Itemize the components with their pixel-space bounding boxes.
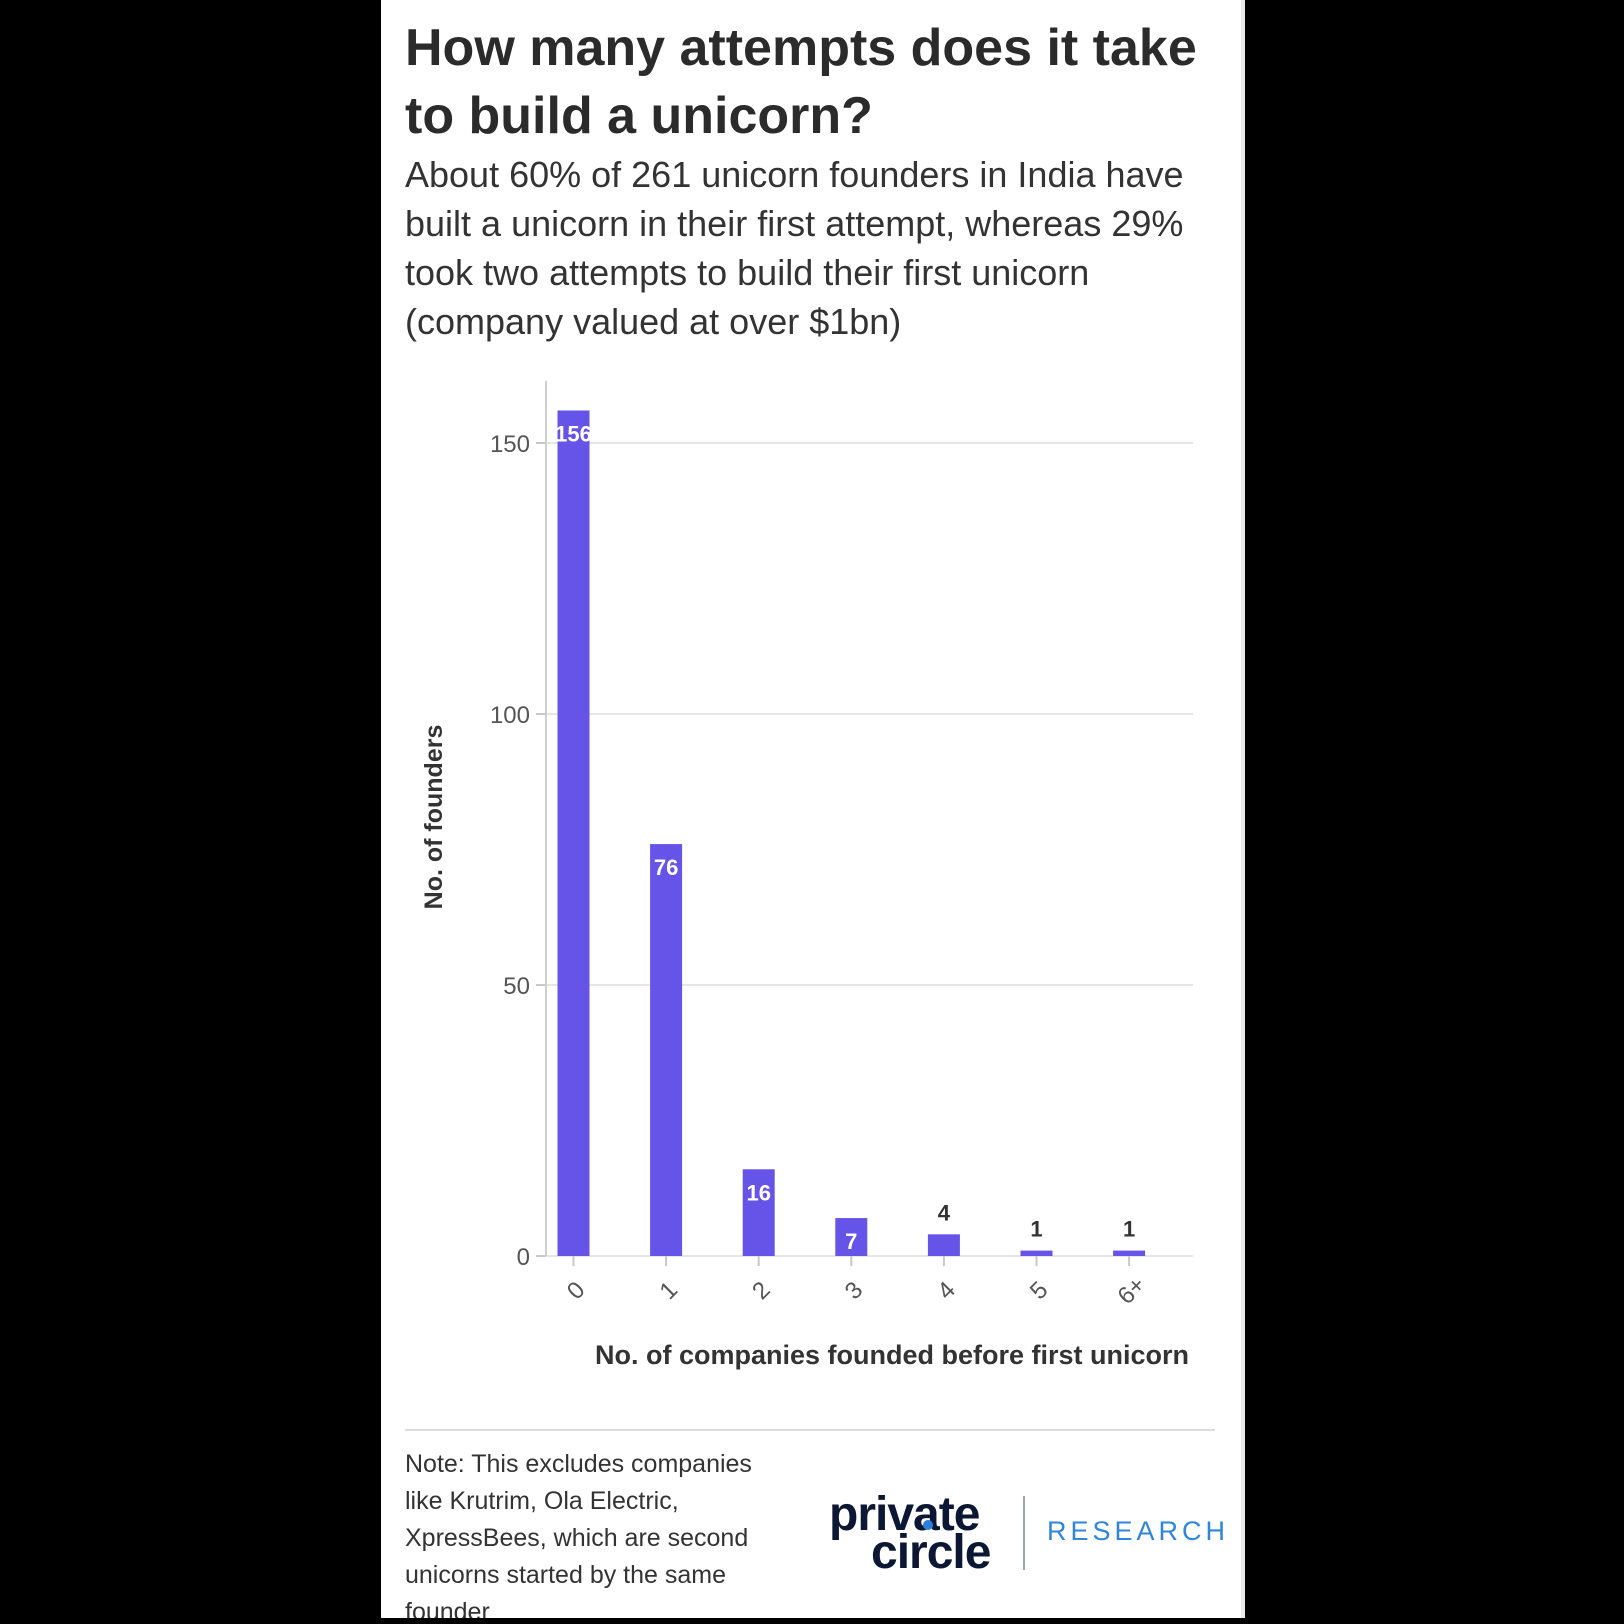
- bar: [835, 1218, 868, 1256]
- data-label: 1: [1123, 1217, 1135, 1242]
- footnote: Note: This excludes companies like Krutr…: [405, 1450, 752, 1618]
- bar: [742, 1169, 775, 1256]
- bar: [650, 844, 683, 1256]
- x-tick-label: 6+: [1113, 1271, 1151, 1309]
- logo-text-private: private: [829, 1488, 980, 1541]
- bar: [557, 410, 590, 1257]
- card-edge: [1241, 0, 1245, 1618]
- y-tick-label: 150: [490, 431, 530, 458]
- logo-separator: [1023, 1496, 1025, 1570]
- y-tick-label: 100: [490, 702, 530, 729]
- x-tick-label: 0: [562, 1276, 591, 1305]
- data-labels: 156 76 16 7 4 1 1: [555, 421, 1135, 1254]
- x-tick-label: 5: [1025, 1276, 1054, 1305]
- bar: [1113, 1250, 1146, 1256]
- x-tick-label: 1: [655, 1276, 684, 1305]
- chart-title: How many attempts does it take to build …: [405, 19, 1197, 145]
- chart-card: How many attempts does it take to build …: [381, 0, 1241, 1618]
- logo-text-circle: circle: [871, 1526, 991, 1579]
- logo-text-research: RESEARCH: [1047, 1516, 1230, 1546]
- private-circle-logo: private circle RESEARCH: [829, 1488, 1225, 1580]
- x-tick-label: 2: [747, 1276, 776, 1305]
- x-tick-label: 4: [932, 1276, 961, 1305]
- y-tick-label: 50: [503, 973, 530, 1000]
- logo-dot-icon: [923, 1520, 933, 1530]
- data-label: 156: [555, 421, 592, 446]
- bars: [557, 410, 1146, 1257]
- data-label: 1: [1030, 1217, 1042, 1242]
- bar-chart: 0 50 100 150 0 1 2 3 4 5 6+ 156 76 16 7 4 1 1 No. of fou…: [420, 380, 1193, 1370]
- footer-divider: [405, 1429, 1215, 1431]
- gridlines: [546, 442, 1193, 1257]
- x-tick-label: 3: [840, 1276, 869, 1305]
- bar: [1020, 1250, 1053, 1256]
- data-label: 7: [845, 1229, 857, 1254]
- chart-subtitle: About 60% of 261 unicorn founders in Ind…: [405, 154, 1184, 342]
- data-label: 76: [654, 855, 678, 880]
- y-tick-label: 0: [517, 1244, 530, 1271]
- y-axis-title: No. of founders: [420, 725, 448, 910]
- bar: [927, 1234, 960, 1256]
- x-axis-title: No. of companies founded before first un…: [595, 1340, 1189, 1370]
- data-label: 16: [746, 1180, 770, 1205]
- data-label: 4: [938, 1200, 951, 1225]
